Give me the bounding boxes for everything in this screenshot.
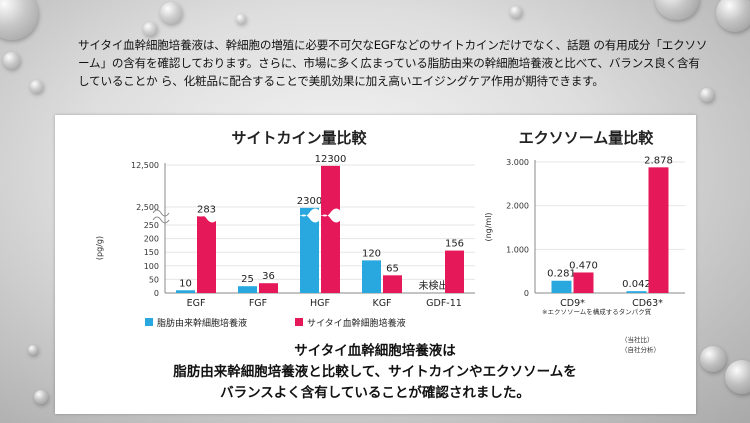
cytokine-value-label: 156 [445, 239, 464, 250]
source-note-line-2: （自社分析） [621, 345, 660, 354]
cytokine-y-axis-label: (pg/g) [95, 236, 104, 260]
cytokine-y-tick: 50 [149, 275, 159, 284]
cytokine-bar-umbilical [197, 216, 216, 293]
legend-swatch-adipose [145, 318, 153, 326]
conclusion-line-2: 脂肪由来幹細胞培養液と比較して、サイトカインやエクソソームを [172, 363, 577, 380]
cytokine-y-tick: 200 [144, 235, 159, 244]
water-drop [3, 52, 20, 69]
cytokine-category-label: FGF [249, 298, 267, 309]
exosome-y-tick: 0 [524, 289, 529, 298]
cytokine-category-label: HGF [310, 298, 330, 309]
exosome-bar-umbilical [648, 167, 669, 293]
exosome-y-axis-label: (ng/ml) [484, 212, 493, 241]
comparison-chart: サイトカイン量比較 (pg/g) 0501001502002502,50012,… [95, 129, 685, 401]
cytokine-y-tick: 100 [144, 262, 159, 271]
cytokine-value-label: 36 [262, 271, 275, 282]
water-drop [30, 80, 43, 93]
cytokine-chart: サイトカイン量比較 (pg/g) 0 50 100 150 200 250 2,500 12,… [95, 129, 475, 309]
cytokine-y-tick: 0 [154, 289, 159, 298]
exosome-bar-adipose [626, 291, 647, 293]
water-drop [0, 0, 38, 40]
cytokine-bar-break [319, 208, 342, 223]
exosome-value-label: 0.281 [547, 269, 576, 280]
cytokine-value-label: 65 [386, 263, 399, 274]
comparison-panel: サイトカイン量比較 (pg/g) 0 50 100 150 200 250 2,500 12,… [55, 115, 696, 414]
legend-label-umbilical: サイタイ血幹細胞培養液 [307, 317, 406, 329]
exosome-value-label: 2.878 [644, 155, 673, 166]
cytokine-y-tick: 2,500 [136, 203, 159, 212]
cytokine-bar-adipose [176, 290, 195, 293]
exosome-bar-umbilical [573, 272, 594, 293]
cytokine-category-label: EGF [187, 298, 206, 309]
water-drop [700, 346, 726, 372]
legend: 脂肪由来幹細胞培養液 サイタイ血幹細胞培養液 [145, 317, 406, 329]
water-drop [655, 0, 699, 20]
cytokine-category-label: GDF-11 [426, 298, 462, 309]
cytokine-value-label: 25 [241, 274, 254, 285]
cytokine-bar-adipose [238, 286, 257, 293]
conclusion-line-3: バランスよく含有していることが確認されました。 [220, 384, 530, 401]
water-drop [28, 345, 38, 355]
exosome-value-label: 0.470 [569, 260, 598, 271]
cytokine-bar-umbilical [383, 275, 402, 293]
exosome-y-tick: 1.000 [506, 245, 529, 254]
cytokine-value-label: 12300 [315, 154, 347, 165]
cytokine-value-label: 未検出 [419, 279, 449, 292]
cytokine-value-label: 120 [362, 248, 381, 259]
exosome-category-label: CD9* [560, 298, 585, 309]
cytokine-bar-adipose [300, 207, 319, 293]
exosome-bar-adipose [551, 280, 572, 293]
water-drop [160, 2, 182, 24]
cytokine-value-label: 2300 [297, 196, 322, 207]
cytokine-bar-umbilical [259, 283, 278, 293]
cytokine-value-label: 10 [179, 278, 192, 289]
cytokine-chart-title: サイトカイン量比較 [231, 129, 367, 147]
axis-break-icon [152, 209, 170, 224]
exosome-value-label: 0.042 [622, 279, 651, 290]
exosome-chart-title: エクソソーム量比較 [519, 129, 655, 147]
cytokine-bar-break [195, 208, 218, 223]
water-drop [700, 88, 714, 102]
cytokine-bar-break [298, 208, 321, 223]
water-drop [236, 14, 246, 24]
cytokine-value-label: 283 [197, 204, 216, 215]
exosome-y-tick: 2.000 [506, 202, 529, 211]
exosome-category-label: CD63* [632, 298, 663, 309]
exosome-footnote: ※エクソソームを構成するタンパク質 [542, 307, 652, 316]
water-drop [716, 0, 750, 32]
water-drop [143, 22, 157, 36]
water-drop [725, 360, 750, 394]
cytokine-y-tick: 12,500 [131, 161, 159, 170]
conclusion: サイタイ血幹細胞培養液は 脂肪由来幹細胞培養液と比較して、サイトカインやエクソソ… [172, 342, 577, 401]
exosome-y-tick: 3.000 [506, 158, 529, 167]
legend-label-adipose: 脂肪由来幹細胞培養液 [157, 317, 247, 329]
cytokine-bar-umbilical [321, 165, 340, 293]
exosome-chart: エクソソーム量比較 (ng/ml) ※エクソソームを構成するタンパク質 0 1.0… [484, 129, 685, 316]
source-note: （当社比） （自社分析） [621, 335, 660, 354]
water-drop [34, 390, 48, 404]
cytokine-bar-umbilical [445, 250, 464, 293]
source-note-line-1: （当社比） [621, 335, 654, 344]
water-drop [510, 6, 522, 18]
cytokine-category-label: KGF [372, 298, 391, 309]
intro-paragraph: サイタイ血幹細胞培養液は、幹細胞の増殖に必要不可欠なEGFなどのサイトカインだけ… [78, 38, 708, 88]
conclusion-line-1: サイタイ血幹細胞培養液は [294, 342, 456, 359]
legend-swatch-umbilical [295, 318, 303, 326]
cytokine-y-tick: 250 [144, 221, 159, 230]
cytokine-bar-adipose [362, 260, 381, 293]
cytokine-y-tick: 150 [144, 248, 159, 257]
